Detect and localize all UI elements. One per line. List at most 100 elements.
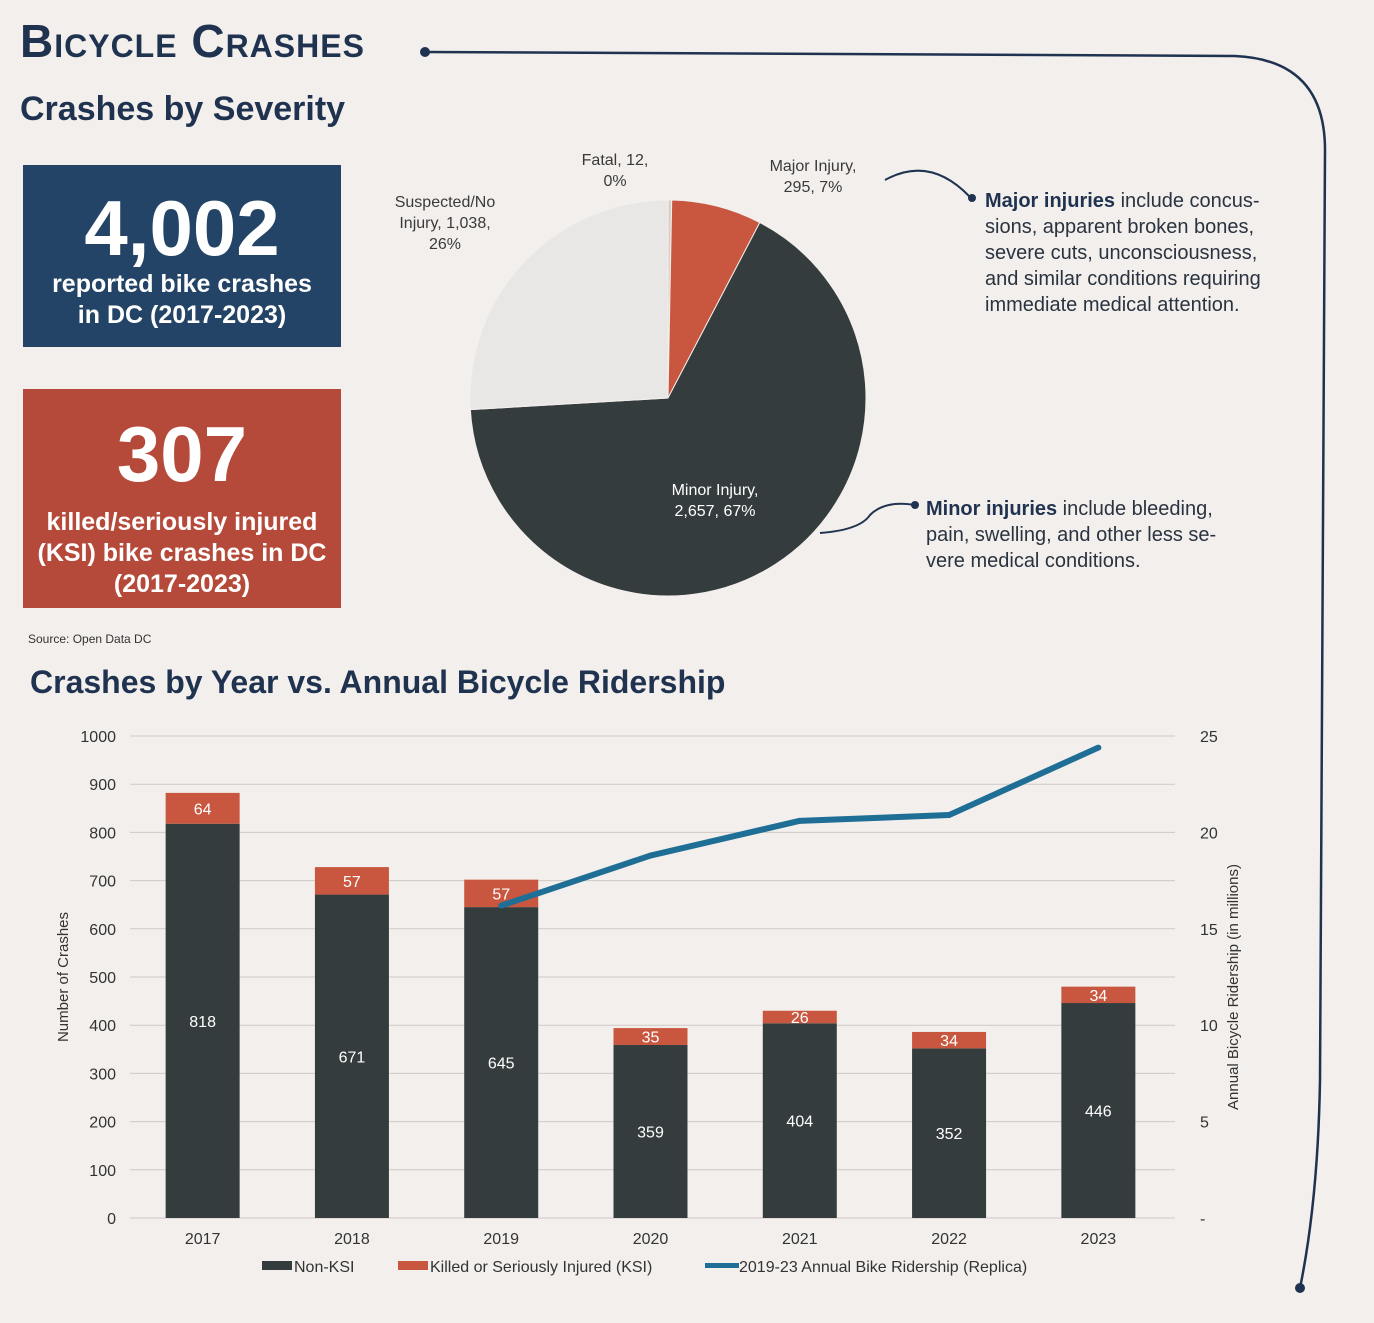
ksi-crashes-card: 307 killed/seriously injured (KSI) bike … [23, 389, 341, 608]
bar-value-label: 446 [1085, 1104, 1112, 1121]
y2-tick-label: 25 [1200, 729, 1218, 746]
bar-non-ksi-2023 [1061, 1003, 1136, 1218]
legend-label-ridership: 2019-23 Annual Bike Ridership (Replica) [739, 1259, 1027, 1276]
bar-ksi-2018 [314, 867, 389, 895]
pie-label-minor: Minor Injury, 2,657, 67% [645, 480, 785, 522]
bar-ksi-2021 [762, 1010, 837, 1024]
source-note: Source: Open Data DC [28, 632, 152, 646]
ridership-point-2019 [498, 902, 505, 909]
x-tick-label: 2021 [782, 1231, 818, 1248]
bar-ksi-2023 [1061, 986, 1136, 1004]
y-tick-label: 800 [89, 825, 116, 842]
ridership-point-2020 [647, 852, 654, 859]
ridership-point-2023 [1095, 744, 1102, 751]
bar-non-ksi-2019 [464, 907, 539, 1218]
bar-value-label: 34 [1089, 988, 1107, 1005]
y2-tick-label: - [1200, 1211, 1205, 1228]
bar-value-label: 352 [936, 1126, 963, 1143]
y-tick-label: 400 [89, 1018, 116, 1035]
legend-label-non-ksi: Non-KSI [294, 1259, 354, 1276]
total-crashes-number: 4,002 [84, 184, 280, 272]
y2-tick-label: 15 [1200, 922, 1218, 939]
legend-swatch-ksi [398, 1261, 428, 1270]
x-tick-label: 2022 [931, 1231, 967, 1248]
ksi-crashes-line1: killed/seriously injured [46, 508, 318, 536]
total-crashes-card: 4,002 reported bike crashes in DC (2017-… [23, 165, 341, 347]
pie-label-minor-line1: Minor Injury, [671, 482, 759, 499]
bar-value-label: 57 [343, 874, 361, 891]
minor-injury-note: Minor injuries include bleeding, pain, s… [926, 496, 1246, 574]
page-title: Bicycle Crashes [20, 15, 365, 67]
legend-swatch-ridership [705, 1263, 739, 1268]
y-tick-label: 900 [89, 777, 116, 794]
y2-tick-label: 5 [1200, 1115, 1209, 1132]
section-title-severity: Crashes by Severity [20, 90, 346, 128]
ridership-point-2021 [796, 817, 803, 824]
bar-value-label: 35 [642, 1030, 660, 1047]
y-tick-label: 1000 [80, 729, 116, 746]
pie-label-fatal-line2: 0% [603, 173, 627, 190]
y-tick-label: 300 [89, 1066, 116, 1083]
pie-label-major-line1: Major Injury, [769, 158, 857, 175]
bar-value-label: 34 [940, 1033, 958, 1050]
bar-non-ksi-2018 [314, 894, 389, 1218]
total-crashes-line1: reported bike crashes [52, 270, 312, 298]
severity-pie-chart [469, 199, 867, 597]
y-tick-label: 200 [89, 1115, 116, 1132]
bar-non-ksi-2017 [165, 823, 240, 1218]
y-tick-label: 100 [89, 1163, 116, 1180]
pie-label-minor-line2: 2,657, 67% [674, 503, 756, 520]
minor-injury-note-bold: Minor injuries [926, 498, 1058, 520]
x-tick-label: 2019 [483, 1231, 519, 1248]
ridership-point-2022 [946, 812, 953, 819]
ridership-line [500, 744, 1100, 909]
y-tick-label: 500 [89, 970, 116, 987]
x-tick-label: 2018 [334, 1231, 370, 1248]
y-tick-label: 700 [89, 874, 116, 891]
y-tick-label: 600 [89, 922, 116, 939]
y2-tick-label: 10 [1200, 1018, 1218, 1035]
bar-value-label: 818 [189, 1014, 216, 1031]
y-tick-label: 0 [107, 1211, 116, 1228]
bar-value-label: 404 [786, 1114, 813, 1131]
pie-slice-2 [469, 221, 867, 597]
ksi-crashes-number: 307 [116, 410, 248, 498]
bar-non-ksi-2021 [762, 1023, 837, 1218]
pie-label-major-line2: 295, 7% [783, 179, 843, 196]
bar-value-label: 57 [492, 886, 510, 903]
bar-ksi-2017 [165, 792, 240, 824]
bar-value-label: 64 [194, 801, 212, 818]
pie-label-fatal: Fatal, 12, 0% [560, 150, 670, 192]
pie-label-no-injury: Suspected/No Injury, 1,038, 26% [375, 192, 515, 255]
major-injury-note: Major injuries include concus-sions, app… [985, 188, 1290, 318]
bar-value-label: 359 [637, 1124, 664, 1141]
x-tick-label: 2020 [633, 1231, 669, 1248]
major-injury-note-bold: Major injuries [985, 190, 1116, 212]
total-crashes-line2: in DC (2017-2023) [77, 301, 287, 329]
y-axis-label: Number of Crashes [55, 912, 72, 1042]
bar-ksi-2020 [613, 1028, 688, 1045]
y2-tick-label: 20 [1200, 825, 1218, 842]
pie-label-fatal-line1: Fatal, 12, [581, 152, 649, 169]
bar-chart-title: Crashes by Year vs. Annual Bicycle Rider… [30, 664, 726, 700]
pie-label-major: Major Injury, 295, 7% [748, 156, 878, 198]
bar-value-label: 645 [488, 1056, 515, 1073]
pie-label-no-injury-line1: Suspected/No [394, 194, 496, 211]
x-tick-label: 2017 [185, 1231, 221, 1248]
y2-axis-label: Annual Bicycle Ridership (in millions) [1225, 864, 1242, 1110]
legend-swatch-non-ksi [262, 1261, 292, 1270]
bar-value-label: 26 [791, 1010, 809, 1027]
legend-label-ksi: Killed or Seriously Injured (KSI) [430, 1259, 652, 1276]
pie-label-no-injury-line2: Injury, 1,038, [399, 215, 491, 232]
bar-non-ksi-2022 [912, 1048, 987, 1218]
bar-value-label: 671 [339, 1049, 366, 1066]
ksi-crashes-line3: (2017-2023) [113, 570, 251, 598]
bar-ksi-2022 [912, 1031, 987, 1049]
bar-non-ksi-2020 [613, 1044, 688, 1218]
ksi-crashes-line2: (KSI) bike crashes in DC [37, 539, 327, 567]
minor-injury-note-text: include bleeding, pain, swelling, and ot… [926, 498, 1217, 572]
x-tick-label: 2023 [1081, 1231, 1117, 1248]
pie-slice-3 [469, 199, 669, 411]
crashes-by-year-chart: 0 100 200 300 400 500 600 700 800 900 1000 - 5 10 15 20… [55, 729, 1242, 1276]
